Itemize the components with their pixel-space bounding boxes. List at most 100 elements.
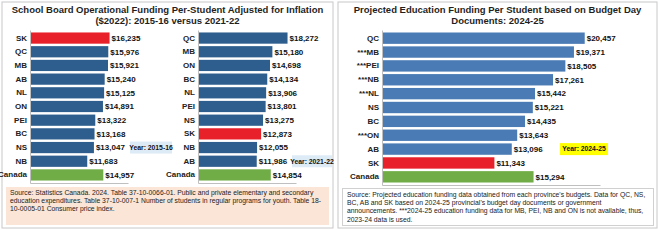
bar [30, 128, 95, 139]
y-axis: SKQCMBABNLONPEIBCNSNBCanada [0, 31, 31, 184]
bar [382, 74, 553, 85]
y-tick: BC [183, 75, 198, 84]
y-tick: NL [184, 88, 198, 97]
bar [30, 156, 87, 167]
y-tick: MB [15, 61, 30, 70]
y-axis-line [30, 31, 31, 184]
data-label: $12,873 [263, 130, 292, 139]
bar [198, 169, 271, 180]
annotation-box [560, 143, 608, 155]
y-tick-label: AB [183, 157, 195, 166]
y-axis-line [198, 31, 199, 184]
y-tick-label: Canada [0, 170, 28, 179]
source-note: Source: Projected education funding data… [342, 188, 654, 226]
y-tick: NS [16, 143, 30, 152]
annotation: Year: 2015-16 [129, 144, 173, 151]
data-label: $13,096 [514, 145, 543, 154]
chart: $18,272$15,180$14,698$14,134$13,906$13,8… [166, 31, 334, 184]
y-tick-label: BC [367, 117, 379, 126]
bars [382, 32, 585, 182]
bar [382, 32, 585, 43]
y-tick-label: PEI [182, 102, 195, 111]
y-tick: NS [368, 103, 382, 112]
x-axis [199, 183, 297, 184]
data-label: $11,343 [496, 159, 525, 168]
x-axis-line [383, 185, 601, 186]
y-axis: QC***MB***PEI***NB***NLNSBC***ONABSKCana… [350, 31, 382, 186]
data-label: $15,240 [107, 75, 136, 84]
bar [198, 142, 257, 153]
data-label: $15,294 [536, 173, 565, 182]
y-tick: SK [368, 159, 382, 168]
y-tick: Canada [350, 172, 382, 181]
y-tick-label: QC [183, 34, 195, 43]
bar [382, 116, 525, 127]
bar [198, 115, 263, 126]
data-label: $13,906 [268, 89, 297, 98]
data-label: $14,698 [272, 61, 301, 70]
y-tick: Canada [166, 170, 198, 179]
data-label: $13,801 [268, 102, 297, 111]
panel-title: School Board Operational Funding Per-Stu… [6, 4, 329, 26]
bar [198, 32, 288, 43]
panel-frame [338, 2, 657, 228]
panel-frame [2, 2, 333, 228]
y-tick: ***NB [358, 75, 382, 84]
y-tick-label: ***ON [358, 131, 380, 140]
bar [198, 156, 257, 167]
y-tick-label: NS [16, 143, 28, 152]
y-tick-label: NB [15, 157, 27, 166]
annotation: Year: 2021-22 [290, 158, 334, 165]
bar [30, 32, 110, 43]
y-tick: SK [184, 129, 198, 138]
bar [382, 60, 565, 71]
y-tick-label: ***NB [358, 75, 379, 84]
y-tick-label: ***MB [357, 48, 379, 57]
y-tick-label: Canada [350, 172, 379, 181]
data-label: $11,683 [89, 157, 118, 166]
y-tick-label: SK [184, 129, 195, 138]
data-label: $20,457 [587, 34, 616, 43]
bar [382, 143, 512, 154]
y-tick-label: NL [184, 88, 195, 97]
bar [382, 171, 534, 182]
y-tick-label: Canada [166, 170, 195, 179]
y-tick: NS [184, 116, 198, 125]
data-label: $15,125 [106, 89, 135, 98]
y-tick-label: AB [15, 75, 27, 84]
y-tick: NB [15, 157, 30, 166]
bar [382, 102, 533, 113]
data-label: $14,134 [269, 75, 298, 84]
y-tick: SK [16, 34, 30, 43]
y-tick: AB [367, 145, 382, 154]
y-tick: BC [367, 117, 382, 126]
bar [382, 46, 574, 57]
chart: $16,235$15,976$15,921$15,240$15,125$14,8… [0, 31, 173, 184]
data-label: $14,435 [527, 117, 556, 126]
y-tick: PEI [182, 102, 198, 111]
bar [198, 74, 267, 85]
y-tick-label: SK [368, 159, 379, 168]
data-label: $11,986 [259, 157, 288, 166]
panel-title: Projected Education Funding Per Student … [342, 4, 653, 26]
x-axis [383, 185, 601, 186]
y-tick-label: QC [367, 34, 379, 43]
bar [198, 101, 266, 112]
y-tick: ***ON [358, 131, 382, 140]
bar [198, 128, 261, 139]
data-label: $13,168 [97, 130, 126, 139]
data-label: $13,047 [96, 143, 125, 152]
bar [30, 46, 108, 57]
y-tick-label: ***NL [359, 89, 379, 98]
data-label: $15,921 [110, 61, 139, 70]
y-tick: QC [183, 34, 198, 43]
chart: $20,457$19,371$18,505$17,261$15,442$15,2… [350, 31, 616, 186]
y-tick: Canada [0, 170, 30, 179]
y-tick-label: MB [183, 47, 196, 56]
data-labels: $16,235$15,976$15,921$15,240$15,125$14,8… [89, 34, 141, 180]
bar [198, 46, 272, 57]
x-axis-line [199, 183, 297, 184]
y-tick-label: MB [15, 61, 28, 70]
data-label: $13,275 [265, 116, 294, 125]
data-label: $14,891 [105, 102, 134, 111]
